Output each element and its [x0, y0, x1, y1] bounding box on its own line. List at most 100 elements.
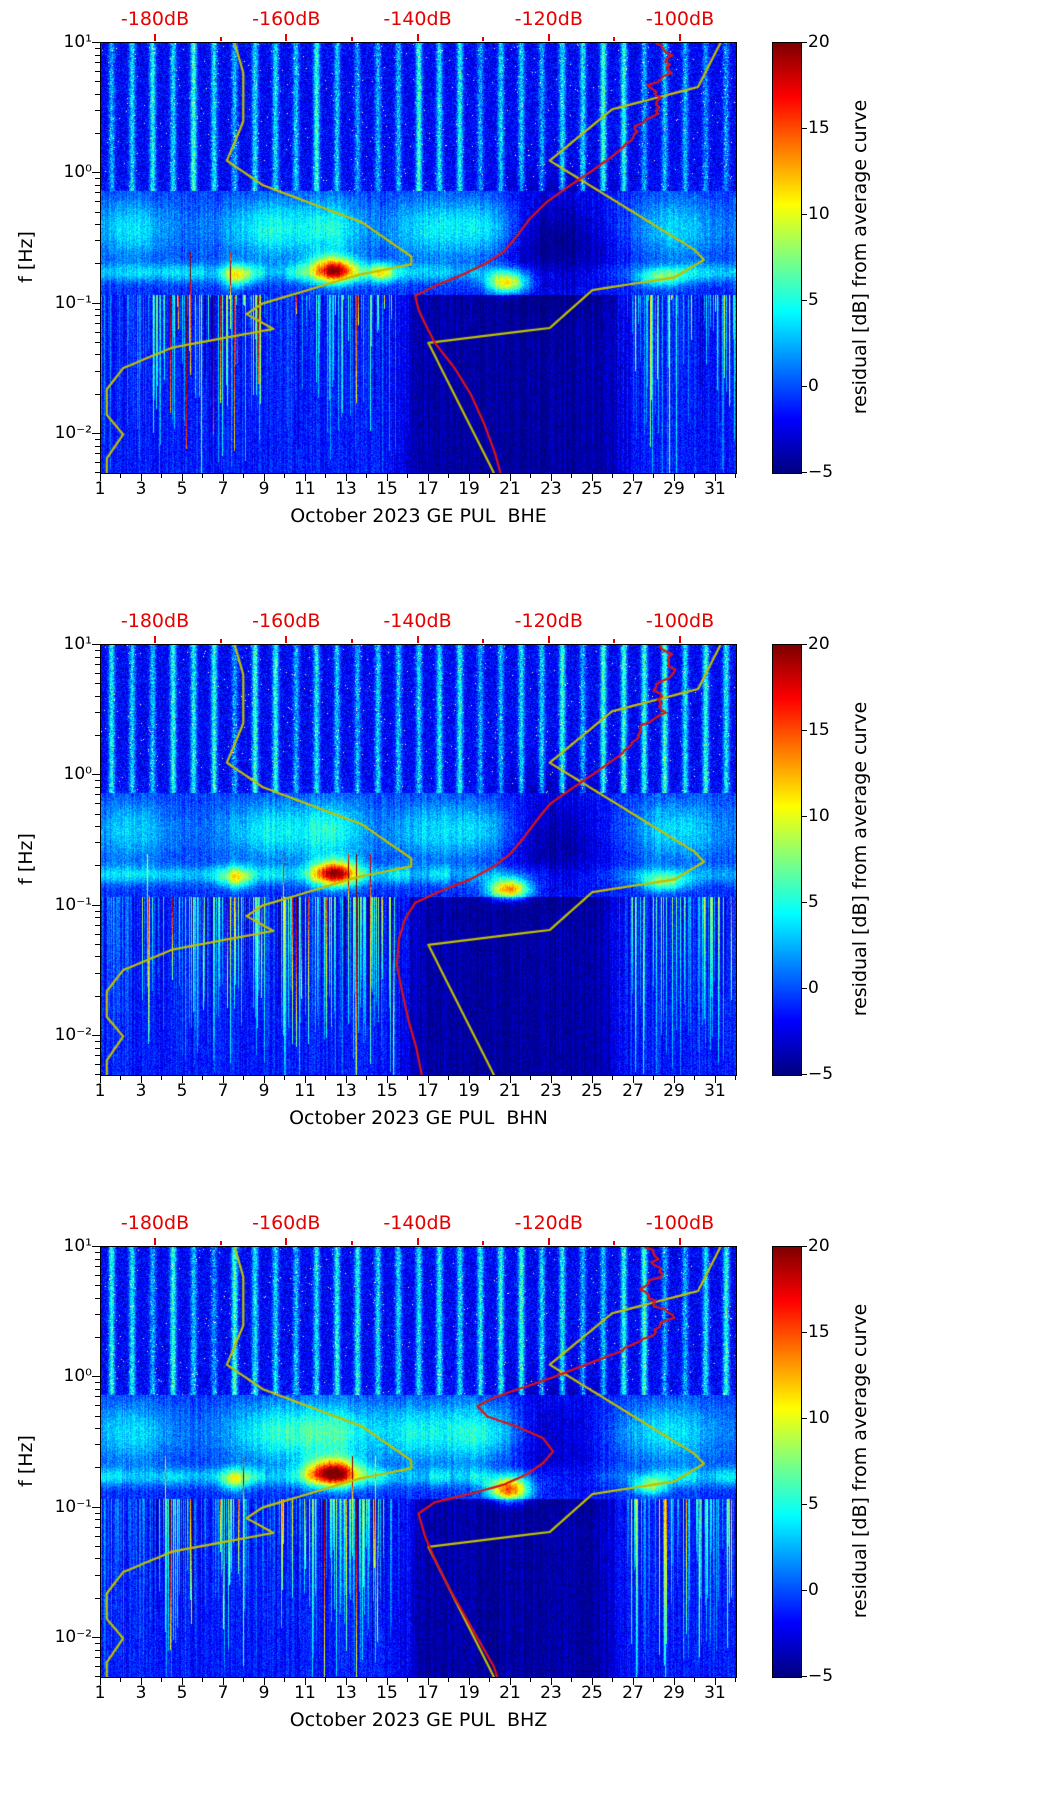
y-minor-tick — [95, 1416, 100, 1417]
y-minor-tick — [95, 1041, 100, 1042]
colorbar-label: residual [dB] from average curve — [849, 99, 871, 415]
x-tick — [182, 474, 183, 481]
y-tick — [92, 1637, 100, 1638]
x-minor-tick — [243, 1076, 244, 1080]
x-minor-tick — [448, 1076, 449, 1080]
top-db-tick — [547, 636, 550, 643]
x-tick-label: 17 — [417, 1081, 439, 1101]
colorbar — [772, 42, 802, 474]
x-tick-label: 29 — [663, 1081, 685, 1101]
y-minor-tick — [95, 446, 100, 447]
x-tick — [264, 474, 265, 481]
top-db-tick-label: -120dB — [514, 8, 583, 30]
colorbar — [772, 1246, 802, 1678]
x-minor-tick — [407, 1076, 408, 1080]
y-tick — [92, 774, 100, 775]
top-db-tick-label: -100dB — [645, 8, 715, 30]
y-minor-tick — [95, 803, 100, 804]
x-minor-tick — [694, 474, 695, 478]
x-tick-label: 25 — [581, 479, 603, 499]
x-tick — [674, 1076, 675, 1083]
x-tick-label: 15 — [376, 479, 398, 499]
top-db-tick-label: -120dB — [514, 610, 583, 632]
y-tick — [92, 905, 100, 906]
y-minor-tick — [95, 673, 100, 674]
x-tick-label: 17 — [417, 479, 439, 499]
y-minor-tick — [95, 1666, 100, 1667]
x-minor-tick — [612, 474, 613, 478]
x-minor-tick — [653, 474, 654, 478]
colorbar-tick — [802, 1676, 807, 1677]
spectrogram-canvas — [101, 645, 736, 1075]
x-tick — [510, 474, 511, 481]
colorbar-tick-label: 10 — [808, 204, 830, 224]
x-tick-label: 25 — [581, 1683, 603, 1703]
y-minor-tick — [95, 1055, 100, 1056]
x-tick-label: 23 — [540, 1081, 562, 1101]
y-axis-label: f [Hz] — [15, 833, 37, 885]
y-minor-tick — [95, 956, 100, 957]
x-minor-tick — [366, 474, 367, 478]
colorbar-tick-label: 20 — [808, 634, 830, 654]
x-minor-tick — [653, 1678, 654, 1682]
y-minor-tick — [95, 1266, 100, 1267]
y-minor-tick — [95, 323, 100, 324]
top-db-tick-label: -180dB — [120, 610, 190, 632]
x-tick — [469, 1076, 470, 1083]
colorbar-tick — [802, 214, 807, 215]
x-tick — [633, 474, 634, 481]
x-tick-label: 29 — [663, 479, 685, 499]
y-minor-tick — [95, 1064, 100, 1065]
x-minor-tick — [694, 1076, 695, 1080]
x-tick-label: 7 — [217, 1081, 229, 1101]
y-minor-tick — [95, 794, 100, 795]
x-minor-tick — [489, 1678, 490, 1682]
top-db-minor-tick — [350, 1241, 353, 1245]
y-minor-tick — [95, 472, 100, 473]
panel-title: October 2023 GE PUL BHE — [290, 505, 547, 527]
y-minor-tick — [95, 71, 100, 72]
y-minor-tick — [95, 842, 100, 843]
y-minor-tick — [95, 371, 100, 372]
top-db-tick — [679, 636, 681, 643]
top-db-tick — [416, 34, 419, 41]
y-minor-tick — [95, 934, 100, 935]
y-minor-tick — [95, 657, 100, 658]
x-minor-tick — [243, 1678, 244, 1682]
colorbar-tick — [802, 988, 807, 989]
colorbar-tick — [802, 644, 807, 645]
y-minor-tick — [95, 1575, 100, 1576]
x-tick-label: 3 — [135, 1683, 147, 1703]
x-minor-tick — [530, 1076, 531, 1080]
x-tick-label: 29 — [663, 1683, 685, 1703]
top-db-tick-label: -180dB — [120, 1212, 190, 1234]
top-db-tick — [416, 1238, 419, 1245]
y-minor-tick — [95, 1527, 100, 1528]
colorbar-tick-label: −5 — [808, 462, 834, 482]
top-db-minor-tick — [219, 639, 222, 643]
x-tick — [387, 1678, 388, 1685]
spectrogram-plot — [100, 644, 737, 1076]
top-db-tick — [154, 1238, 156, 1245]
y-minor-tick — [95, 240, 100, 241]
x-minor-tick — [489, 1076, 490, 1080]
top-db-tick-label: -180dB — [120, 8, 190, 30]
spectrogram-panel-bhe: f [Hz] residual [dB] from average curve … — [0, 0, 1052, 602]
x-minor-tick — [161, 1076, 162, 1080]
colorbar-tick — [802, 128, 807, 129]
x-tick-label: 11 — [294, 1081, 316, 1101]
y-minor-tick — [95, 1405, 100, 1406]
colorbar-tick — [802, 816, 807, 817]
y-minor-tick — [95, 1558, 100, 1559]
x-tick-label: 7 — [217, 1683, 229, 1703]
y-tick — [92, 42, 100, 43]
x-tick — [100, 474, 101, 481]
x-tick — [469, 474, 470, 481]
colorbar-label: residual [dB] from average curve — [849, 701, 871, 1017]
colorbar-tick — [802, 1246, 807, 1247]
x-minor-tick — [571, 474, 572, 478]
panel-title: October 2023 GE PUL BHN — [289, 1107, 548, 1129]
x-tick — [305, 1678, 306, 1685]
y-tick-label: 10⁻¹ — [54, 895, 92, 915]
